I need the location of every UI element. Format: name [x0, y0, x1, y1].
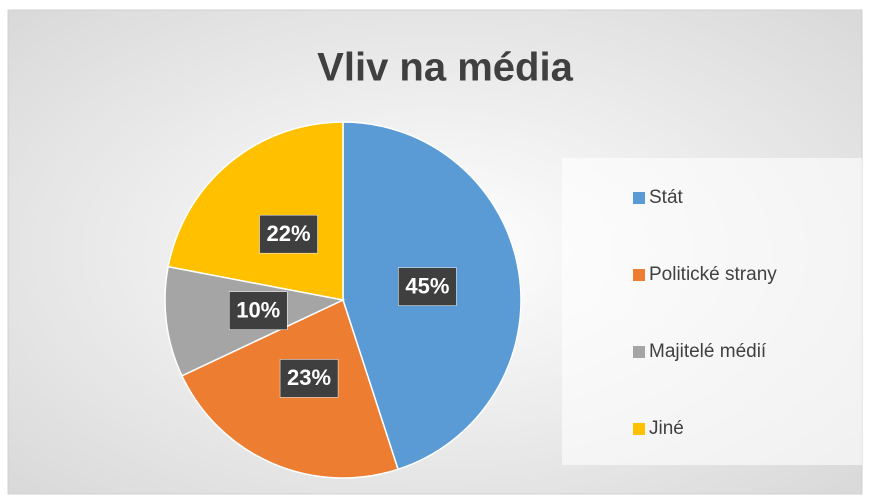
legend-swatch: [633, 269, 645, 281]
legend-label: Jiné: [649, 418, 684, 439]
data-label-box: [259, 214, 318, 254]
legend-box: [562, 158, 862, 465]
data-label-box: [398, 267, 457, 306]
data-label: 45%: [405, 273, 449, 298]
legend-label: Politické strany: [649, 264, 777, 285]
data-label: 23%: [287, 365, 331, 390]
data-label-box: [228, 291, 288, 330]
legend-label: Stát: [649, 187, 684, 208]
legend-swatch: [633, 423, 645, 435]
legend-label: Majitelé médií: [649, 341, 767, 362]
data-label: 10%: [236, 298, 280, 323]
legend-swatch: [633, 346, 645, 358]
legend-swatch: [633, 192, 645, 204]
data-label: 22%: [267, 221, 311, 246]
data-label-box: [279, 359, 339, 398]
pie-slice: [167, 121, 344, 301]
chart-title: Vliv na média: [317, 46, 573, 90]
